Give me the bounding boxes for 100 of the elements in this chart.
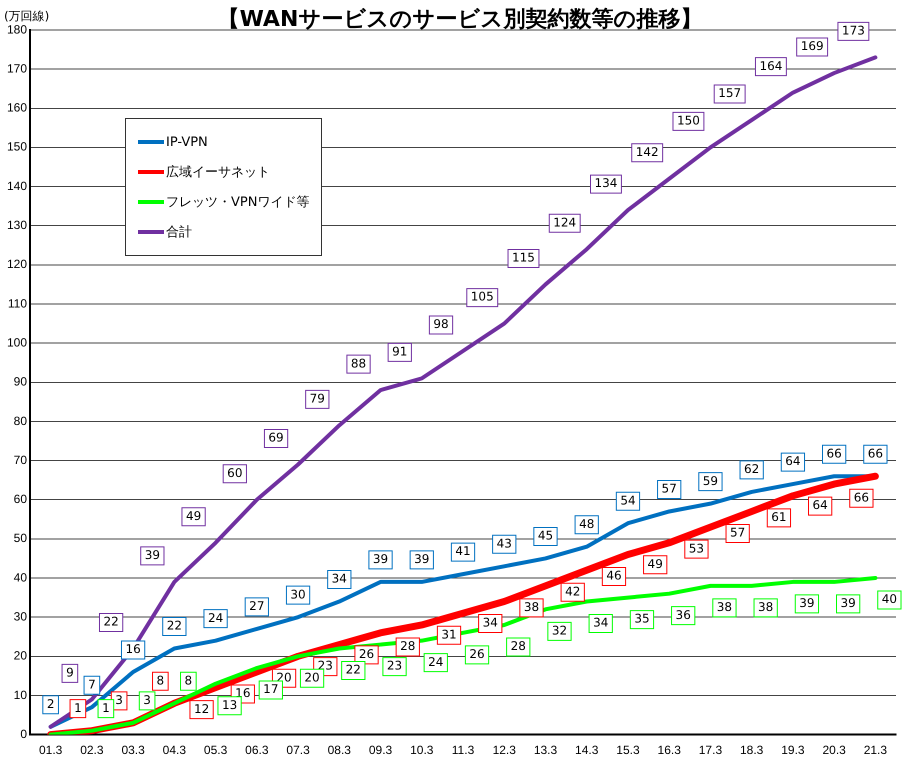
data-label: 91 (392, 344, 408, 359)
data-label: 64 (785, 454, 801, 468)
data-label: 22 (103, 614, 119, 629)
data-label: 28 (510, 639, 526, 654)
data-label: 79 (310, 391, 325, 406)
data-label: 38 (524, 600, 540, 614)
legend-label: フレッツ・VPNワイド等 (166, 194, 310, 211)
data-label: 39 (799, 596, 815, 610)
x-tick-label: 13.3 (534, 743, 558, 758)
chart-title: 【WANサービスのサービス別契約数等の推移】 (218, 7, 702, 32)
data-label: 150 (676, 114, 700, 128)
data-label: 1 (102, 700, 110, 715)
y-tick-label: 50 (14, 531, 28, 546)
data-label: 46 (606, 568, 622, 583)
x-tick-label: 08.3 (328, 743, 352, 758)
x-tick-label: 05.3 (204, 743, 228, 758)
y-tick-label: 100 (6, 335, 28, 350)
data-label: 105 (470, 290, 494, 304)
y-tick-label: 110 (8, 296, 28, 310)
y-tick-label: 20 (14, 648, 28, 663)
data-label: 22 (166, 618, 182, 633)
data-label: 66 (868, 446, 884, 460)
data-label: 8 (156, 673, 164, 688)
data-label: 115 (512, 250, 535, 265)
data-label: 88 (350, 356, 366, 370)
data-label: 39 (372, 552, 388, 566)
x-tick-label: 01.3 (38, 743, 63, 758)
data-label: 28 (400, 639, 416, 654)
data-label: 32 (552, 623, 568, 638)
y-tick-label: 180 (6, 22, 28, 36)
data-label: 34 (593, 616, 608, 630)
x-tick-label: 11.3 (452, 743, 475, 758)
data-label: 43 (496, 536, 512, 550)
data-label: 64 (812, 498, 828, 512)
data-label: 35 (634, 612, 650, 626)
data-label: 62 (744, 462, 760, 476)
data-label: 164 (759, 58, 782, 73)
x-tick-label: 09.3 (368, 743, 393, 758)
data-label: 3 (143, 692, 151, 707)
data-label: 26 (469, 646, 485, 661)
data-label: 57 (730, 526, 746, 540)
x-tick-label: 15.3 (616, 743, 640, 758)
data-label: 53 (688, 541, 704, 556)
x-tick-label: 04.3 (162, 743, 186, 758)
data-label: 66 (826, 446, 842, 460)
x-tick-label: 03.3 (121, 743, 146, 758)
data-label: 142 (636, 144, 659, 159)
y-tick-label: 10 (14, 688, 28, 702)
data-label: 34 (482, 616, 498, 630)
legend-label: 合計 (166, 224, 192, 241)
x-tick-label: 06.3 (245, 743, 269, 758)
data-label: 66 (854, 490, 870, 504)
y-tick-label: 120 (6, 257, 28, 272)
x-tick-label: 18.3 (740, 743, 764, 758)
data-label: 54 (620, 493, 636, 508)
data-label: 134 (594, 176, 618, 190)
data-label: 173 (842, 24, 865, 38)
data-label: 40 (882, 592, 898, 606)
data-label: 157 (718, 86, 742, 100)
data-label: 3 (115, 692, 123, 707)
data-label: 98 (433, 317, 449, 332)
y-tick-label: 40 (14, 570, 28, 584)
data-label: 48 (579, 516, 594, 531)
data-label: 27 (249, 599, 264, 614)
data-label: 17 (263, 682, 278, 696)
data-label: 7 (88, 677, 96, 692)
data-label: 2 (46, 696, 54, 711)
x-tick-label: 20.3 (822, 743, 846, 758)
data-label: 41 (455, 544, 471, 558)
y-tick-label: 30 (14, 609, 28, 624)
data-label: 69 (268, 430, 284, 445)
x-tick-label: 21.3 (864, 743, 888, 758)
y-tick-label: 130 (6, 218, 28, 232)
y-tick-label: 150 (6, 140, 28, 154)
y-axis-title: (万回線) (4, 8, 50, 25)
data-label: 9 (66, 665, 74, 680)
legend-label: IP-VPN (166, 134, 208, 150)
data-label: 60 (227, 466, 242, 480)
data-label: 38 (758, 600, 774, 614)
x-tick-label: 14.3 (575, 743, 599, 758)
x-tick-label: 10.3 (410, 743, 434, 758)
data-label: 39 (144, 548, 160, 562)
data-label: 39 (840, 596, 856, 610)
x-tick-label: 17.3 (698, 743, 722, 758)
y-tick-label: 90 (14, 374, 28, 389)
x-tick-label: 07.3 (286, 743, 310, 758)
x-tick-label: 19.3 (781, 743, 805, 758)
y-tick-label: 0 (20, 726, 28, 741)
data-label: 59 (702, 474, 718, 488)
y-tick-label: 170 (6, 61, 28, 76)
legend-label: 広域イーサネット (166, 164, 270, 181)
data-label: 12 (194, 702, 210, 716)
data-label: 38 (716, 600, 732, 614)
y-tick-label: 70 (14, 452, 28, 467)
data-label: 61 (771, 510, 787, 524)
data-label: 124 (553, 215, 576, 230)
data-label: 24 (208, 610, 224, 625)
data-label: 45 (538, 528, 554, 543)
data-label: 49 (186, 508, 202, 523)
data-label: 13 (222, 698, 238, 712)
